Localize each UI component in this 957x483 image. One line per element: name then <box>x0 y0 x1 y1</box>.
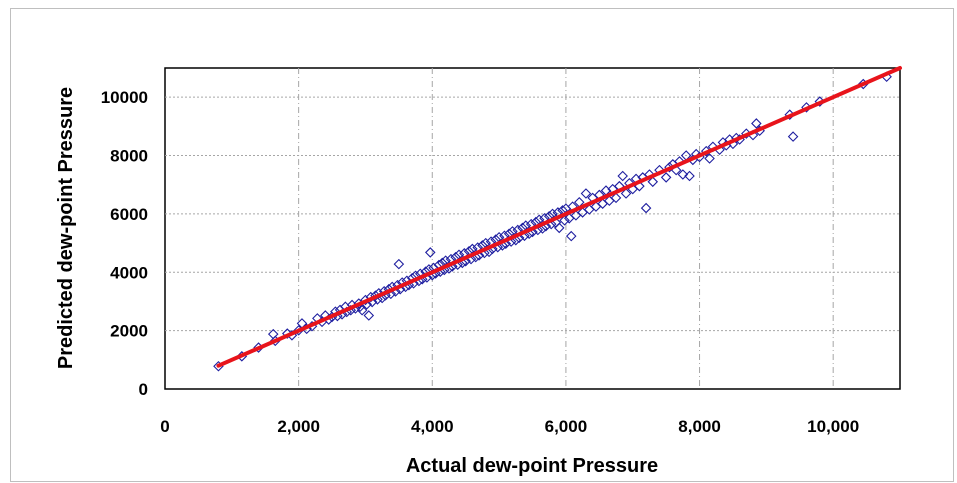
data-point <box>677 169 689 180</box>
data-point <box>610 192 622 204</box>
y-tick-label: 2000 <box>110 322 148 341</box>
y-tick-label: 10000 <box>101 88 148 107</box>
x-tick-label: 4,000 <box>411 417 454 436</box>
y-tick-label: 6000 <box>110 205 148 224</box>
fit-line-group <box>216 66 902 368</box>
x-axis-title: Actual dew-point Pressure <box>406 455 658 477</box>
data-point <box>640 202 652 214</box>
data-point <box>660 172 672 183</box>
y-axis-title: Predicted dew-point Pressure <box>55 87 77 369</box>
y-tick-label: 8000 <box>110 147 148 166</box>
y-tick-label: 0 <box>139 380 148 399</box>
data-point <box>565 230 577 242</box>
data-point <box>383 283 395 295</box>
fit-line <box>216 66 902 368</box>
data-point <box>378 285 390 297</box>
x-tick-label: 2,000 <box>277 417 320 436</box>
data-point <box>559 215 570 226</box>
data-point <box>684 170 695 182</box>
data-point <box>553 222 565 234</box>
x-tick-label: 10,000 <box>807 417 859 436</box>
x-tick-labels: 0 2,000 4,000 6,000 8,000 10,000 <box>160 417 859 436</box>
x-tick-label: 8,000 <box>678 417 721 436</box>
data-point <box>787 131 799 142</box>
data-point <box>424 247 436 258</box>
y-tick-label: 4000 <box>110 263 148 282</box>
data-point <box>751 118 762 129</box>
data-point <box>620 188 632 199</box>
data-point <box>356 304 368 316</box>
x-tick-label: 6,000 <box>545 417 588 436</box>
x-tick-label: 0 <box>160 417 169 436</box>
data-point <box>393 258 405 270</box>
data-point <box>365 291 377 303</box>
data-point <box>580 188 592 199</box>
data-point <box>363 310 375 321</box>
data-point <box>704 153 715 164</box>
data-point <box>617 170 628 182</box>
y-tick-labels: 0 2000 4000 6000 8000 10000 <box>101 88 148 399</box>
gridlines <box>165 68 900 389</box>
data-point <box>647 176 659 188</box>
